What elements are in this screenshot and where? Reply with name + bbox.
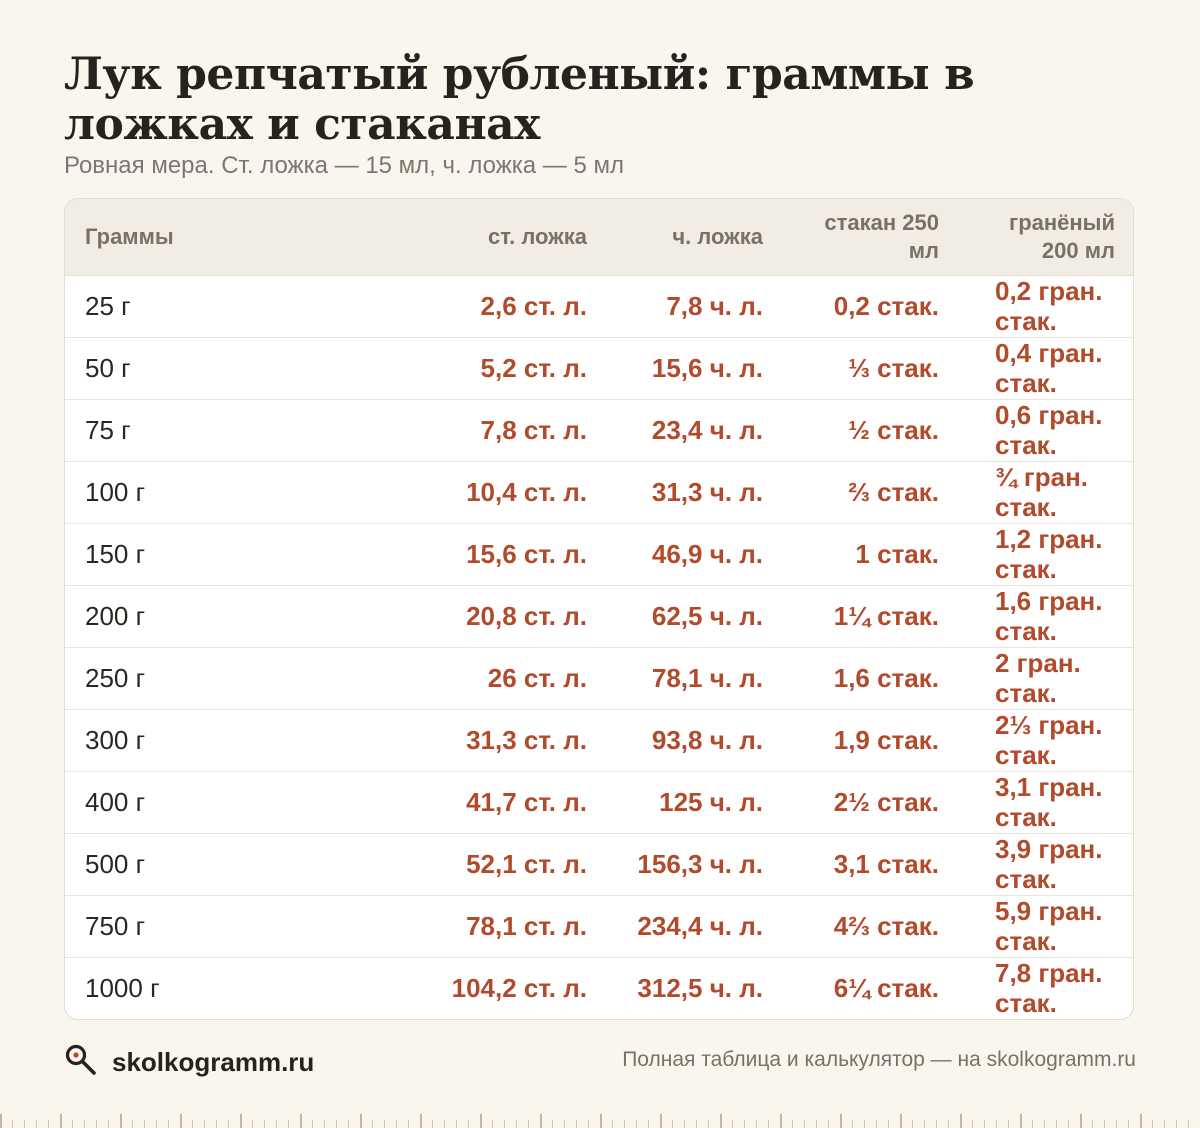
column-header-tablespoon: ст. ложка (488, 223, 587, 249)
cell-faceted-glass-200: 2 гран. стак. (959, 646, 1133, 709)
table-row: 50 г 5,2 ст. л. 15,6 ч. л. ⅓ стак. 0,4 гран.… (65, 336, 1133, 399)
table-row: 300 г 31,3 ст. л. 93,8 ч. л. 1,9 стак. 2⅓ гр… (65, 708, 1133, 771)
cell-grams: 1000 г (65, 956, 427, 1019)
cell-tablespoon: 41,7 ст. л. (427, 770, 607, 833)
cell-cup-250: ½ стак. (783, 398, 959, 461)
conversion-table: Граммы ст. ложка ч. ложка стакан 250 мл … (65, 199, 1133, 1019)
cell-tablespoon: 10,4 ст. л. (427, 460, 607, 523)
column-header-faceted-glass-200: гранёный 200 мл (1009, 209, 1115, 263)
cell-tablespoon: 26 ст. л. (427, 646, 607, 709)
cell-cup-250: 1 стак. (783, 522, 959, 585)
footer-brand[interactable]: skolkogramm.ru (64, 1044, 314, 1080)
magnifier-icon (64, 1043, 98, 1082)
cell-grams: 200 г (65, 584, 427, 647)
cell-teaspoon: 156,3 ч. л. (607, 832, 783, 895)
cell-teaspoon: 31,3 ч. л. (607, 460, 783, 523)
cell-teaspoon: 93,8 ч. л. (607, 708, 783, 771)
table-header-row: Граммы ст. ложка ч. ложка стакан 250 мл … (65, 199, 1133, 275)
cell-teaspoon: 234,4 ч. л. (607, 894, 783, 957)
table-row: 25 г 2,6 ст. л. 7,8 ч. л. 0,2 стак. 0,2 гран… (65, 274, 1133, 337)
cell-faceted-glass-200: 1,6 гран. стак. (959, 584, 1133, 647)
column-header-teaspoon: ч. ложка (672, 223, 763, 249)
conversion-table-card: Граммы ст. ложка ч. ложка стакан 250 мл … (64, 198, 1134, 1020)
cell-cup-250: ⅓ стак. (783, 336, 959, 399)
cell-faceted-glass-200: 0,2 гран. стак. (959, 274, 1133, 337)
cell-grams: 50 г (65, 336, 427, 399)
cell-teaspoon: 312,5 ч. л. (607, 956, 783, 1019)
cell-grams: 100 г (65, 460, 427, 523)
cell-tablespoon: 20,8 ст. л. (427, 584, 607, 647)
cell-teaspoon: 23,4 ч. л. (607, 398, 783, 461)
cell-faceted-glass-200: 0,6 гран. стак. (959, 398, 1133, 461)
table-row: 200 г 20,8 ст. л. 62,5 ч. л. 1¼ стак. 1,6 гр… (65, 584, 1133, 647)
cell-tablespoon: 15,6 ст. л. (427, 522, 607, 585)
table-row: 75 г 7,8 ст. л. 23,4 ч. л. ½ стак. 0,6 гран.… (65, 398, 1133, 461)
cell-tablespoon: 5,2 ст. л. (427, 336, 607, 399)
table-row: 100 г 10,4 ст. л. 31,3 ч. л. ⅔ стак. ¾ гран.… (65, 460, 1133, 523)
page-subtitle: Ровная мера. Ст. ложка — 15 мл, ч. ложка… (64, 152, 624, 179)
cell-grams: 400 г (65, 770, 427, 833)
cell-faceted-glass-200: 3,9 гран. стак. (959, 832, 1133, 895)
table-row: 1000 г 104,2 ст. л. 312,5 ч. л. 6¼ стак. 7,8… (65, 956, 1133, 1019)
cell-cup-250: 2½ стак. (783, 770, 959, 833)
table-row: 750 г 78,1 ст. л. 234,4 ч. л. 4⅔ стак. 5,9 г… (65, 894, 1133, 957)
page-title: Лук репчатый рубленый: граммы в ложках и… (64, 49, 975, 150)
table-row: 500 г 52,1 ст. л. 156,3 ч. л. 3,1 стак. 3,9 … (65, 832, 1133, 895)
cell-faceted-glass-200: 3,1 гран. стак. (959, 770, 1133, 833)
cell-grams: 750 г (65, 894, 427, 957)
cell-cup-250: 4⅔ стак. (783, 894, 959, 957)
cell-faceted-glass-200: 2⅓ гран. стак. (959, 708, 1133, 771)
cell-teaspoon: 125 ч. л. (607, 770, 783, 833)
cell-cup-250: 0,2 стак. (783, 274, 959, 337)
cell-grams: 25 г (65, 274, 427, 337)
cell-teaspoon: 78,1 ч. л. (607, 646, 783, 709)
cell-teaspoon: 15,6 ч. л. (607, 336, 783, 399)
cell-faceted-glass-200: 0,4 гран. стак. (959, 336, 1133, 399)
cell-grams: 500 г (65, 832, 427, 895)
cell-teaspoon: 46,9 ч. л. (607, 522, 783, 585)
table-body: 25 г 2,6 ст. л. 7,8 ч. л. 0,2 стак. 0,2 гран… (65, 274, 1133, 1019)
cell-faceted-glass-200: 1,2 гран. стак. (959, 522, 1133, 585)
cell-teaspoon: 62,5 ч. л. (607, 584, 783, 647)
cell-grams: 75 г (65, 398, 427, 461)
table-row: 250 г 26 ст. л. 78,1 ч. л. 1,6 стак. 2 гран.… (65, 646, 1133, 709)
cell-cup-250: ⅔ стак. (783, 460, 959, 523)
cell-cup-250: 3,1 стак. (783, 832, 959, 895)
cell-cup-250: 1¼ стак. (783, 584, 959, 647)
cell-grams: 250 г (65, 646, 427, 709)
cell-faceted-glass-200: 5,9 гран. стак. (959, 894, 1133, 957)
table-row: 400 г 41,7 ст. л. 125 ч. л. 2½ стак. 3,1 гра… (65, 770, 1133, 833)
cell-tablespoon: 52,1 ст. л. (427, 832, 607, 895)
cell-grams: 150 г (65, 522, 427, 585)
brand-name: skolkogramm.ru (112, 1046, 315, 1077)
cell-cup-250: 1,6 стак. (783, 646, 959, 709)
footer-note[interactable]: Полная таблица и калькулятор — на skolko… (622, 1048, 1136, 1071)
cell-tablespoon: 78,1 ст. л. (427, 894, 607, 957)
cell-tablespoon: 104,2 ст. л. (427, 956, 607, 1019)
cell-tablespoon: 7,8 ст. л. (427, 398, 607, 461)
column-header-grams: Граммы (85, 223, 174, 249)
cell-teaspoon: 7,8 ч. л. (607, 274, 783, 337)
cell-faceted-glass-200: ¾ гран. стак. (959, 460, 1133, 523)
ruler-major-ticks (0, 1106, 1200, 1128)
cell-faceted-glass-200: 7,8 гран. стак. (959, 956, 1133, 1019)
cell-grams: 300 г (65, 708, 427, 771)
cell-tablespoon: 2,6 ст. л. (427, 274, 607, 337)
cell-cup-250: 6¼ стак. (783, 956, 959, 1019)
table-row: 150 г 15,6 ст. л. 46,9 ч. л. 1 стак. 1,2 гра… (65, 522, 1133, 585)
cell-tablespoon: 31,3 ст. л. (427, 708, 607, 771)
column-header-cup-250: стакан 250 мл (824, 209, 939, 263)
cell-cup-250: 1,9 стак. (783, 708, 959, 771)
